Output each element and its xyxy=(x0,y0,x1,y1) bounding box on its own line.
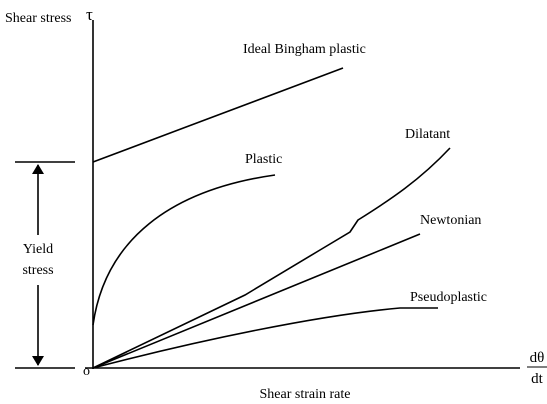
curve-label: Pseudoplastic xyxy=(410,290,487,305)
newtonian-line xyxy=(92,233,421,369)
curve-label: Dilatant xyxy=(405,127,450,142)
curve-label: Plastic xyxy=(245,152,282,167)
yield-label: stress xyxy=(22,263,53,278)
yield-label: Yield xyxy=(23,242,53,257)
origin-label: o xyxy=(83,364,90,379)
y-axis-symbol: τ xyxy=(86,5,93,24)
bingham-line xyxy=(92,67,344,163)
y-axis-label: Shear stress xyxy=(5,11,72,26)
plastic-curve xyxy=(92,174,276,326)
pseudoplastic-curve xyxy=(92,307,438,369)
dilatant-curve xyxy=(92,147,451,369)
x-axis-symbol-numerator: dθ xyxy=(530,350,545,366)
x-axis-symbol-denominator: dt xyxy=(531,371,544,387)
x-axis-label: Shear strain rate xyxy=(260,387,351,402)
curve-label: Ideal Bingham plastic xyxy=(243,42,366,57)
curve-label: Newtonian xyxy=(420,213,481,228)
